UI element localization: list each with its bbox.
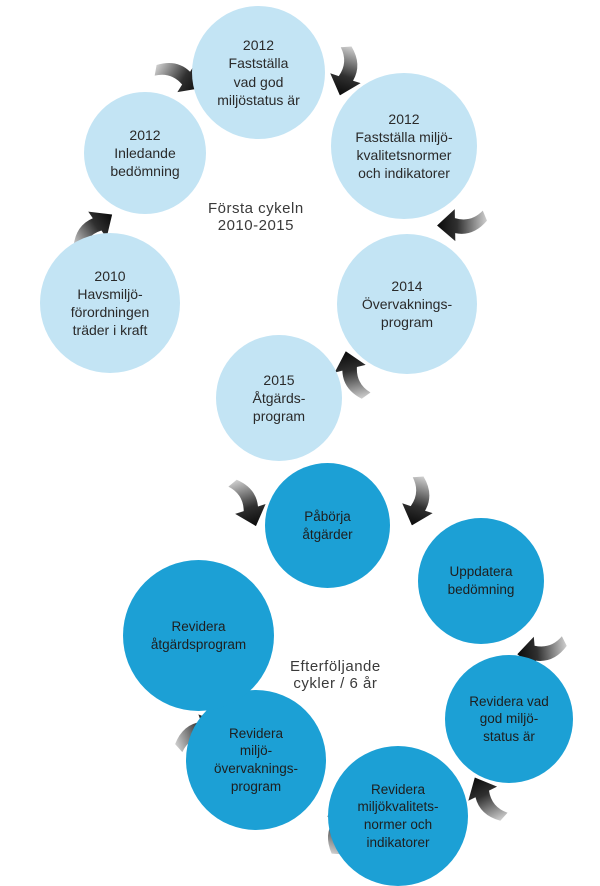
node-text-line: bedömning [110, 163, 179, 179]
cycle2-node-m4: Revidera miljökvalitets-normer och indikat… [328, 746, 468, 886]
node-text-line: 2012 [243, 37, 274, 53]
node-text-line: Inledande [114, 145, 176, 161]
cycle2-node-m5: Revidera miljö-övervaknings-program [186, 690, 326, 830]
node-text: 2012 Fastställa miljö-kvalitetsnormer och … [355, 110, 452, 183]
node-text-line: bedömning [448, 582, 515, 597]
node-text: 2012 Fastställa vad god miljöstatus är [217, 36, 299, 109]
node-text-line: träder i kraft [73, 322, 148, 338]
node-text-line: Fastställa [229, 55, 289, 71]
node-text-line: 2010 [94, 268, 125, 284]
node-text-line: Fastställa miljö- [355, 129, 452, 145]
node-text-line: miljöstatus är [217, 92, 299, 108]
node-text-line: program [381, 314, 433, 330]
cycle1-node-n1: 2010 Havsmiljö-förordningen träder i kraft [40, 233, 180, 373]
node-text-line: Uppdatera [449, 564, 512, 579]
cycle1-node-n5: 2014 Övervaknings-program [337, 234, 477, 374]
node-text-line: förordningen [71, 304, 150, 320]
node-text-line: program [253, 408, 305, 424]
node-text-line: Övervaknings- [362, 296, 452, 312]
flow-arrow-icon [391, 469, 445, 531]
node-text-line: åtgärder [302, 527, 352, 542]
node-text-line: miljö- [240, 743, 272, 758]
node-text-line: åtgärdsprogram [151, 637, 246, 652]
cycle2-node-m1: Påbörja åtgärder [265, 463, 390, 588]
node-text-line: Åtgärds- [253, 390, 306, 406]
cycle2-node-m3: Revidera vad god miljö-status är [445, 655, 573, 783]
cycle1-label-line1: Första cykeln [208, 200, 304, 217]
node-text: 2012 Inledande bedömning [110, 126, 179, 181]
node-text-line: miljökvalitets- [357, 799, 438, 814]
node-text-line: 2015 [263, 372, 294, 388]
cycle1-node-n6: 2015 Åtgärds-program [216, 335, 342, 461]
cycle2-node-m2: Uppdatera bedömning [418, 518, 544, 644]
node-text-line: 2014 [391, 278, 422, 294]
node-text-line: övervaknings- [214, 761, 298, 776]
node-text-line: god miljö- [480, 711, 539, 726]
node-text-line: program [231, 779, 281, 794]
cycle2-center-label: Efterföljande cykler / 6 år [290, 658, 381, 692]
node-text: Revidera åtgärdsprogram [151, 618, 246, 653]
node-text-line: och indikatorer [358, 165, 450, 181]
node-text: Revidera miljö-övervaknings-program [214, 725, 298, 795]
node-text-line: indikatorer [366, 835, 429, 850]
node-text-line: Revidera [171, 619, 225, 634]
node-text-line: normer och [364, 817, 432, 832]
node-text-line: Havsmiljö- [77, 286, 142, 302]
node-text: Uppdatera bedömning [448, 563, 515, 598]
cycle2-label-line1: Efterföljande [290, 658, 381, 675]
flow-arrow-icon [437, 203, 490, 244]
cycle2-node-m6: Revidera åtgärdsprogram [123, 560, 274, 711]
cycle1-label-line2: 2010-2015 [218, 217, 294, 234]
node-text: 2014 Övervaknings-program [362, 277, 452, 332]
node-text-line: Revidera [229, 726, 283, 741]
node-text: Revidera vad god miljö-status är [469, 693, 549, 746]
node-text-line: status är [483, 729, 535, 744]
cycle1-node-n2: 2012 Inledande bedömning [84, 92, 206, 214]
node-text-line: Revidera vad [469, 694, 549, 709]
node-text-line: Revidera [371, 782, 425, 797]
node-text: 2010 Havsmiljö-förordningen träder i kraft [71, 267, 150, 340]
node-text-line: kvalitetsnormer [357, 147, 452, 163]
node-text-line: Påbörja [304, 509, 351, 524]
node-text: Påbörja åtgärder [302, 508, 352, 543]
node-text-line: vad god [234, 74, 284, 90]
node-text-line: 2012 [388, 111, 419, 127]
cycle1-node-n4: 2012 Fastställa miljö-kvalitetsnormer och … [331, 73, 477, 219]
node-text: Revidera miljökvalitets-normer och indikat… [357, 781, 438, 851]
cycle1-center-label: Första cykeln 2010-2015 [208, 200, 304, 234]
node-text: 2015 Åtgärds-program [253, 371, 306, 426]
cycle2-label-line2: cykler / 6 år [293, 675, 377, 692]
node-text-line: 2012 [129, 127, 160, 143]
cycle1-node-n3: 2012 Fastställa vad god miljöstatus är [192, 6, 325, 139]
